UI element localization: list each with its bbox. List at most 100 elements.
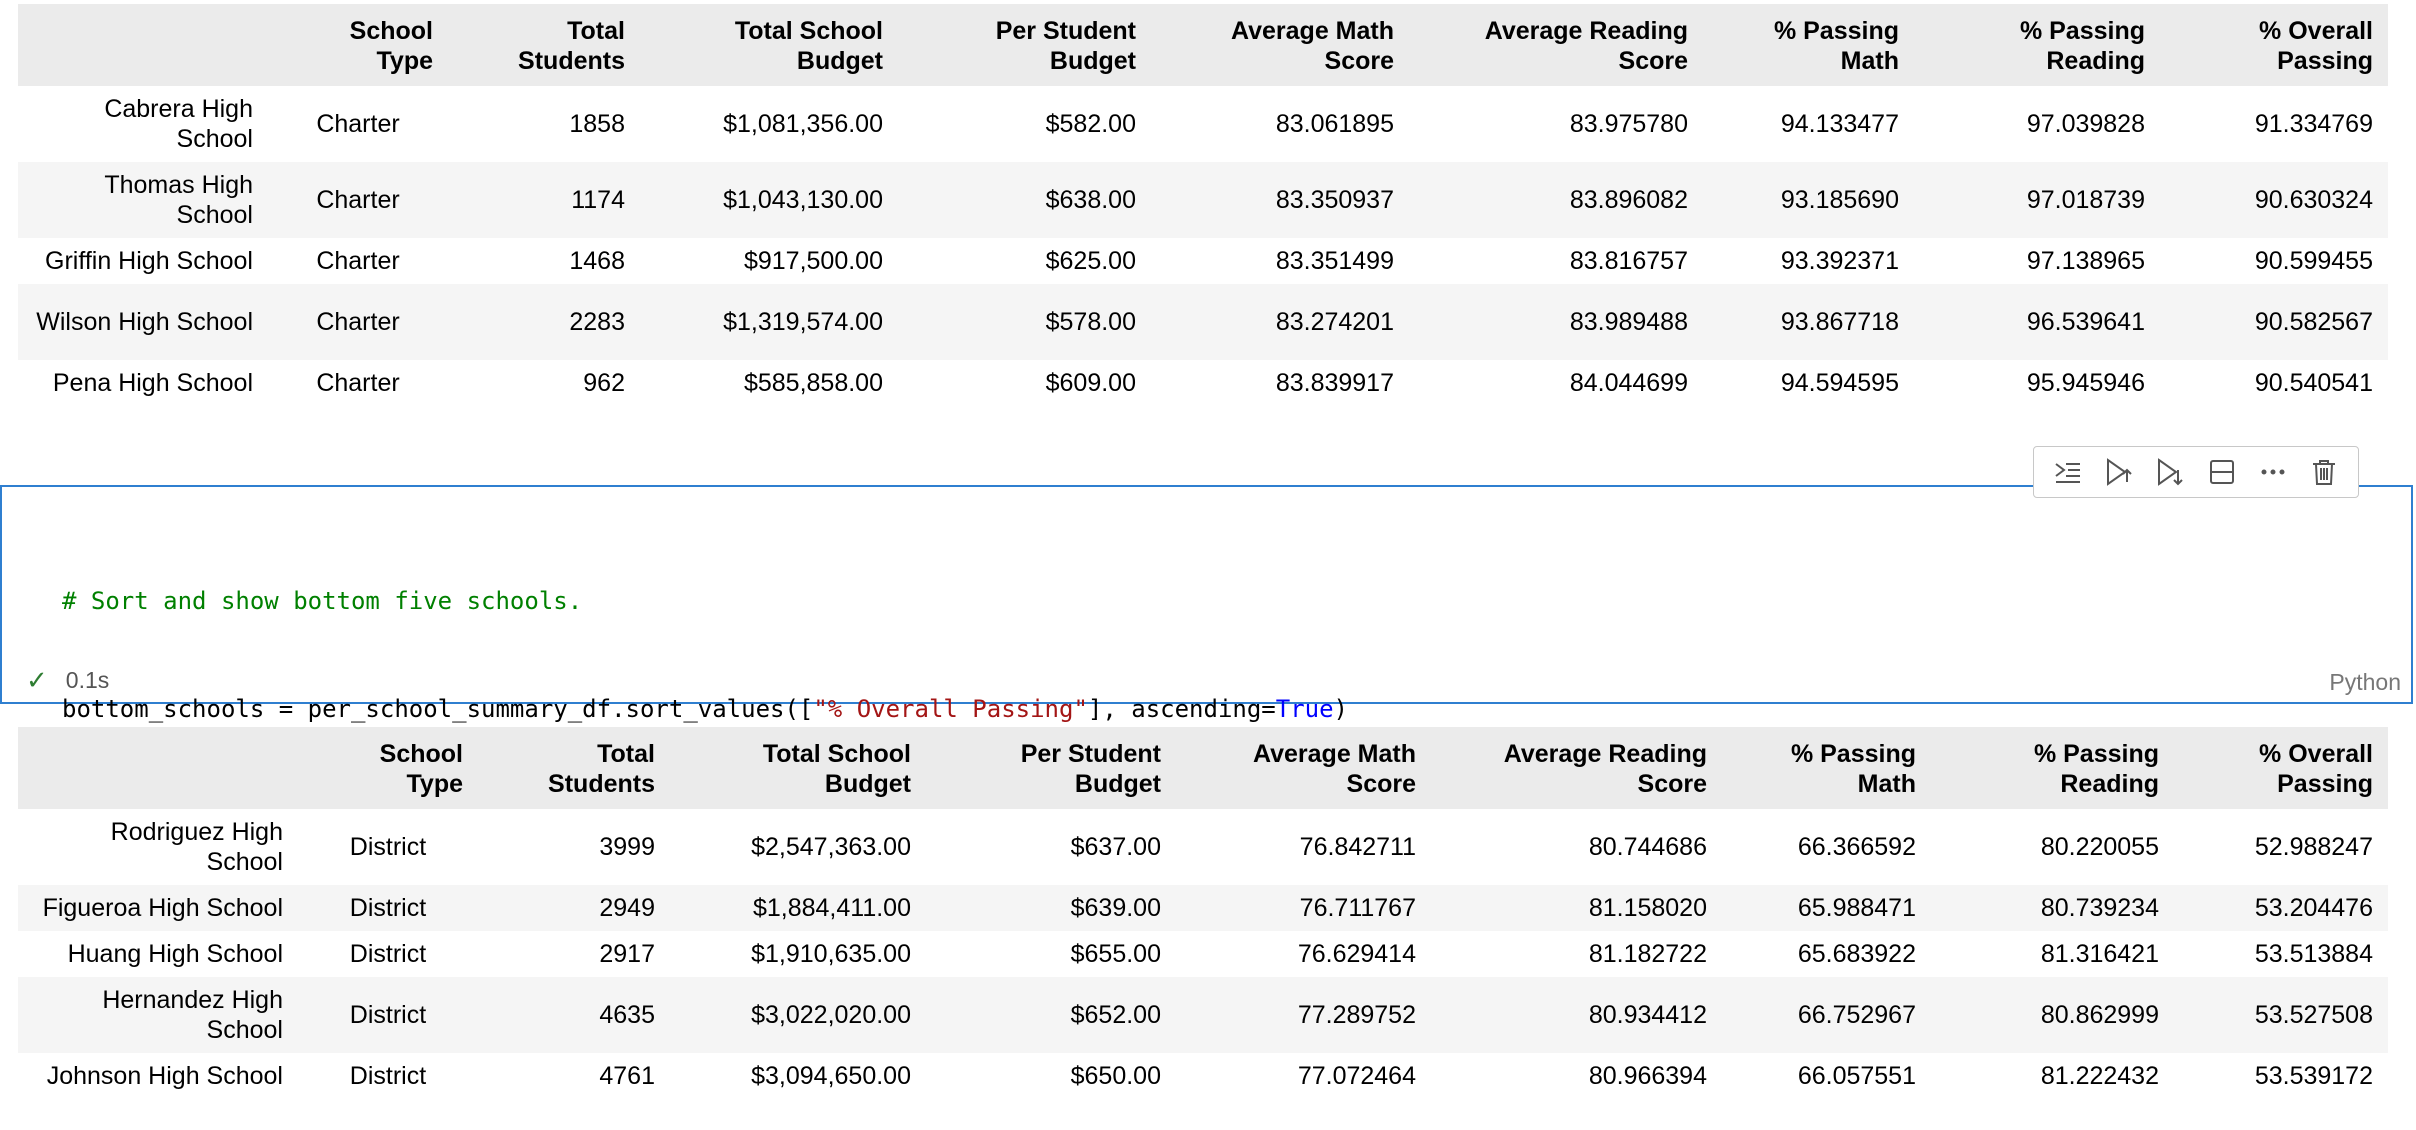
col-header: Total Students (448, 4, 640, 86)
code-token: ) (1333, 695, 1348, 723)
table-cell: 80.739234 (2040, 894, 2159, 922)
table-cell: 83.975780 (1569, 110, 1688, 138)
code-keyword: True (1275, 695, 1334, 723)
execute-above-icon[interactable] (2048, 452, 2088, 492)
table-cell: $582.00 (1045, 110, 1136, 138)
col-header: % Passing Math (1703, 4, 1914, 86)
table-cell: 83.839917 (1275, 369, 1394, 397)
code-token: ) (369, 911, 384, 939)
table-cell: 93.392371 (1780, 247, 1899, 275)
table-cell: 95.945946 (2026, 369, 2145, 397)
row-index: Rodriguez High School (110, 818, 283, 876)
col-header: Average Reading Score (1409, 4, 1703, 86)
table-cell: 97.018739 (2026, 186, 2145, 214)
table-row: Hernandez High School District 4635 $3,022,… (18, 977, 2388, 1053)
index-header (18, 727, 298, 809)
table-cell: 80.862999 (2040, 1001, 2159, 1029)
table-cell: 81.222432 (2040, 1062, 2159, 1090)
run-below-icon[interactable] (2150, 452, 2190, 492)
col-header: Average Math Score (1151, 4, 1409, 86)
table-cell: 83.351499 (1275, 247, 1394, 275)
row-index: Cabrera High School (104, 95, 253, 153)
code-comment: # Sort and show bottom five schools. (62, 587, 583, 615)
split-cell-icon[interactable] (2202, 452, 2242, 492)
table-cell: 80.744686 (1588, 833, 1707, 861)
code-editor[interactable]: # Sort and show bottom five schools. bot… (60, 511, 2352, 1015)
table-cell: 76.711767 (1299, 894, 1416, 922)
table-row: Wilson High School Charter 2283 $1,319,574.… (18, 284, 2388, 360)
col-header: School Type (298, 727, 478, 809)
table-body: Cabrera High School Charter 1858 $1,081,356… (18, 86, 2388, 406)
col-header: % Overall Passing (2160, 4, 2388, 86)
table-cell: 66.366592 (1797, 833, 1916, 861)
table-cell: $578.00 (1045, 308, 1136, 336)
run-above-icon[interactable] (2099, 452, 2139, 492)
row-index: Pena High School (52, 369, 253, 397)
table-cell: 90.599455 (2254, 247, 2373, 275)
table-row: Johnson High School District 4761 $3,094,65… (18, 1053, 2388, 1099)
table-row: Huang High School District 2917 $1,910,635.… (18, 931, 2388, 977)
table-cell: District (349, 940, 427, 968)
code-cell[interactable]: # Sort and show bottom five schools. bot… (0, 485, 2413, 943)
table-header-row: School Type Total Students Total School Bud… (18, 727, 2388, 809)
code-token: bottom_schools.head( (62, 911, 351, 939)
col-header: Per Student Budget (926, 727, 1176, 809)
table-cell: 76.629414 (1297, 940, 1416, 968)
row-index: Griffin High School (45, 247, 253, 275)
table-cell: Charter (316, 110, 400, 138)
cell-language[interactable]: Python (2329, 669, 2401, 695)
table-cell: $655.00 (1070, 940, 1161, 968)
table-cell: $1,884,411.00 (752, 894, 911, 922)
table-cell: 53.527508 (2254, 1001, 2373, 1029)
table-cell: 1858 (569, 110, 625, 138)
col-header: Total Students (478, 727, 670, 809)
execution-time: 0.1s (65, 667, 110, 693)
code-line: # Sort and show bottom five schools. (62, 583, 2352, 619)
more-icon[interactable] (2253, 452, 2293, 492)
col-header: Per Student Budget (898, 4, 1151, 86)
table-cell: 91.334769 (2254, 110, 2373, 138)
table-cell: 90.582567 (2254, 308, 2373, 336)
bottom-output-dataframe: School Type Total Students Total School Bud… (18, 727, 2388, 1099)
table-cell: 1468 (569, 247, 625, 275)
table-cell: $638.00 (1045, 186, 1136, 214)
delete-icon[interactable] (2304, 452, 2344, 492)
row-index: Wilson High School (36, 308, 253, 336)
table-cell: 66.057551 (1797, 1062, 1916, 1090)
table-cell: $637.00 (1070, 833, 1161, 861)
row-index: Hernandez High School (102, 986, 283, 1044)
table-cell: Charter (316, 186, 400, 214)
table-cell: District (349, 833, 427, 861)
table-cell: 96.539641 (2026, 308, 2145, 336)
row-index: Johnson High School (46, 1062, 283, 1090)
table-cell: $609.00 (1045, 369, 1136, 397)
table-cell: 83.816757 (1569, 247, 1688, 275)
table-cell: 66.752967 (1797, 1001, 1916, 1029)
col-header: % Passing Reading (1914, 4, 2160, 86)
table-cell: 53.539172 (2254, 1062, 2373, 1090)
execution-status: ✓ 0.1s (26, 665, 109, 696)
table-cell: $639.00 (1070, 894, 1161, 922)
table-cell: 93.185690 (1780, 186, 1899, 214)
table-cell: 93.867718 (1780, 308, 1899, 336)
table-cell: 65.988471 (1797, 894, 1916, 922)
table-cell: $2,547,363.00 (751, 833, 911, 861)
col-header: % Overall Passing (2174, 727, 2388, 809)
table-row: Pena High School Charter 962 $585,858.00 $60… (18, 360, 2388, 406)
table-cell: 83.896082 (1569, 186, 1688, 214)
row-index: Thomas High School (104, 171, 253, 229)
table-cell: 76.842711 (1299, 833, 1416, 861)
table-cell: 1174 (571, 186, 625, 214)
table-cell: 97.039828 (2026, 110, 2145, 138)
table-cell: 81.316421 (2040, 940, 2159, 968)
top-output-dataframe: School Type Total Students Total School Bud… (18, 4, 2388, 406)
table-cell: $650.00 (1070, 1062, 1161, 1090)
table-cell: 53.513884 (2254, 940, 2373, 968)
table-cell: 90.540541 (2254, 369, 2373, 397)
table-cell: 3999 (599, 833, 655, 861)
table-cell: 80.934412 (1588, 1001, 1707, 1029)
col-header: Average Math Score (1176, 727, 1431, 809)
col-header: Total School Budget (670, 727, 926, 809)
table-body: Rodriguez High School District 3999 $2,547,… (18, 809, 2388, 1099)
table-cell: District (349, 1062, 427, 1090)
